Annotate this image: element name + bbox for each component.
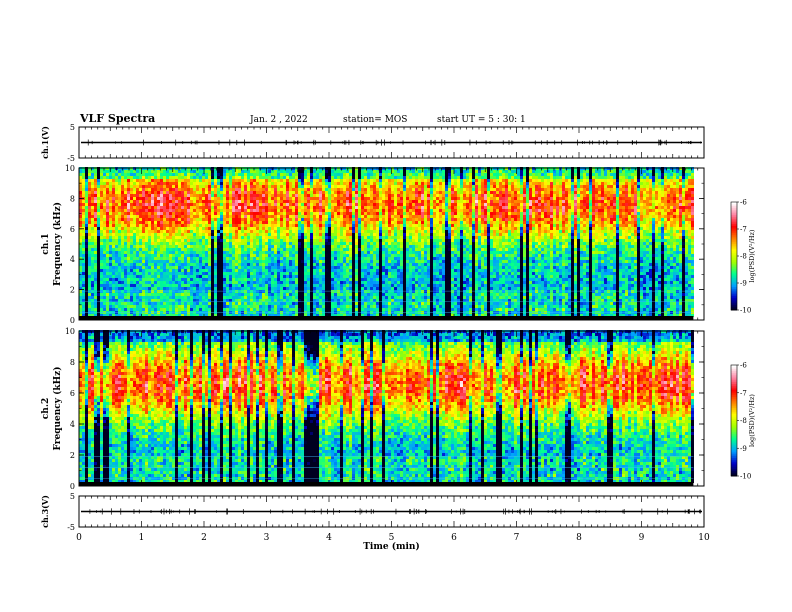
- colorbar-tick-label: -7: [740, 226, 747, 234]
- x-tick-label: 4: [326, 533, 332, 543]
- colorbar-tick-label: -10: [740, 307, 751, 315]
- y-tick-label: -5: [67, 523, 75, 532]
- y-tick-label: 0: [70, 482, 75, 491]
- colorbar-tick-label: -10: [740, 473, 751, 481]
- ch2-spectrogram-colorbar: -6 -7 -8 -9 -10 log(PSD)(V²/Hz): [731, 362, 756, 481]
- x-tick-label: 8: [576, 533, 582, 543]
- x-tick-label: 9: [639, 533, 645, 543]
- y-tick-label: 5: [70, 123, 75, 132]
- y-tick-label: 4: [70, 420, 75, 429]
- x-tick-label: 1: [139, 533, 145, 543]
- ch1-spectrogram-baseline: [79, 316, 693, 320]
- y-tick-label: 8: [70, 194, 75, 203]
- spectrogram-layer: [79, 167, 694, 486]
- colorbar-tick-label: -8: [740, 253, 747, 261]
- y-axis-label: Frequency (kHz): [52, 366, 63, 450]
- x-axis-label: Time (min): [363, 541, 420, 552]
- y-tick-label: 6: [70, 389, 75, 398]
- ch1-spectrogram-colorbar: -6 -7 -8 -9 -10 log(PSD)(V²/Hz): [731, 199, 756, 315]
- colorbar-tick-label: -9: [740, 445, 747, 453]
- y-tick-label: -5: [67, 154, 75, 163]
- colorbar-tick-label: -6: [740, 199, 747, 207]
- y-tick-label: 5: [70, 492, 75, 501]
- y-tick-label: 4: [70, 255, 75, 264]
- colorbar-tick-label: -7: [740, 389, 747, 397]
- y-tick-label: 0: [70, 316, 75, 325]
- y-tick-label: 6: [70, 225, 75, 234]
- colorbar-label: log(PSD)(V²/Hz): [748, 394, 756, 447]
- channel-label: ch.2: [41, 398, 51, 419]
- x-tick-label: 6: [451, 533, 457, 543]
- x-tick-label: 3: [264, 533, 270, 543]
- x-tick-label: 2: [201, 533, 207, 543]
- y-axis-label: ch.3(V): [40, 495, 50, 528]
- channel-label: ch.1: [41, 233, 51, 254]
- x-tick-label: 7: [514, 533, 520, 543]
- x-tick-label: 10: [698, 533, 710, 543]
- y-axis-label: Frequency (kHz): [52, 202, 63, 286]
- colorbar-label: log(PSD)(V²/Hz): [748, 229, 756, 282]
- colorbar-tick-label: -8: [740, 417, 747, 425]
- y-axis-label: ch.1(V): [40, 126, 50, 159]
- y-tick-label: 2: [70, 286, 75, 295]
- colorbar-tick-label: -9: [740, 280, 747, 288]
- y-tick-label: 2: [70, 451, 75, 460]
- ch1-spectrogram-image: [79, 167, 694, 320]
- y-tick-label: 10: [65, 164, 75, 173]
- y-tick-label: 10: [65, 327, 75, 336]
- y-tick-label: 8: [70, 358, 75, 367]
- ch2-spectrogram-baseline: [79, 482, 693, 486]
- x-tick-label: 0: [76, 533, 82, 543]
- colorbar-tick-label: -6: [740, 362, 747, 370]
- ch2-spectrogram-image: [79, 330, 694, 486]
